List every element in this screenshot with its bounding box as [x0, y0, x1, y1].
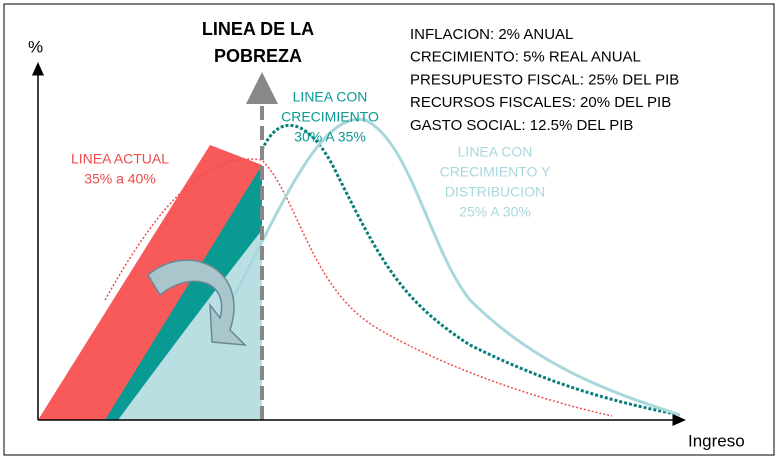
curve-label: LINEA CON CRECIMIENTO Y DISTRIBUCION 25% A …	[440, 144, 551, 220]
x-label: Ingreso	[688, 431, 745, 450]
curve-label: LINEA CON CRECIMIENTO 30% A 35%	[281, 89, 379, 145]
poverty-title: POBREZA	[214, 46, 302, 66]
curve-label: LINEA ACTUAL 35% a 40%	[71, 151, 169, 187]
poverty-title: LINEA DE LA	[202, 19, 314, 39]
label: LINEA CON	[293, 89, 368, 105]
shift-arrow	[147, 259, 247, 346]
assumptions: INFLACION: 2% ANUAL CRECIMIENTO: 5% REAL …	[410, 26, 679, 134]
label: 35% a 40%	[84, 171, 156, 187]
label: LINEA ACTUAL	[71, 151, 169, 167]
lightblue-curve	[230, 117, 681, 417]
label: CRECIMIENTO	[281, 109, 379, 125]
red-curve	[104, 158, 613, 417]
lightblue-area	[118, 230, 262, 420]
label: CRECIMIENTO Y	[440, 164, 551, 180]
label: INFLACION: 2% ANUAL	[410, 26, 573, 43]
label: LINEA CON	[458, 144, 533, 160]
label: RECURSOS FISCALES: 20% DEL PIB	[410, 94, 671, 111]
label: CRECIMIENTO: 5% REAL ANUAL	[410, 49, 641, 66]
y-label: %	[28, 37, 43, 56]
label: 30% A 35%	[294, 129, 366, 145]
label: 25% A 30%	[459, 204, 531, 220]
label: GASTO SOCIAL: 12.5% DEL PIB	[410, 117, 633, 134]
label: PRESUPUESTO FISCAL: 25% DEL PIB	[410, 71, 679, 88]
label: DISTRIBUCION	[445, 184, 545, 200]
frame	[3, 3, 775, 456]
